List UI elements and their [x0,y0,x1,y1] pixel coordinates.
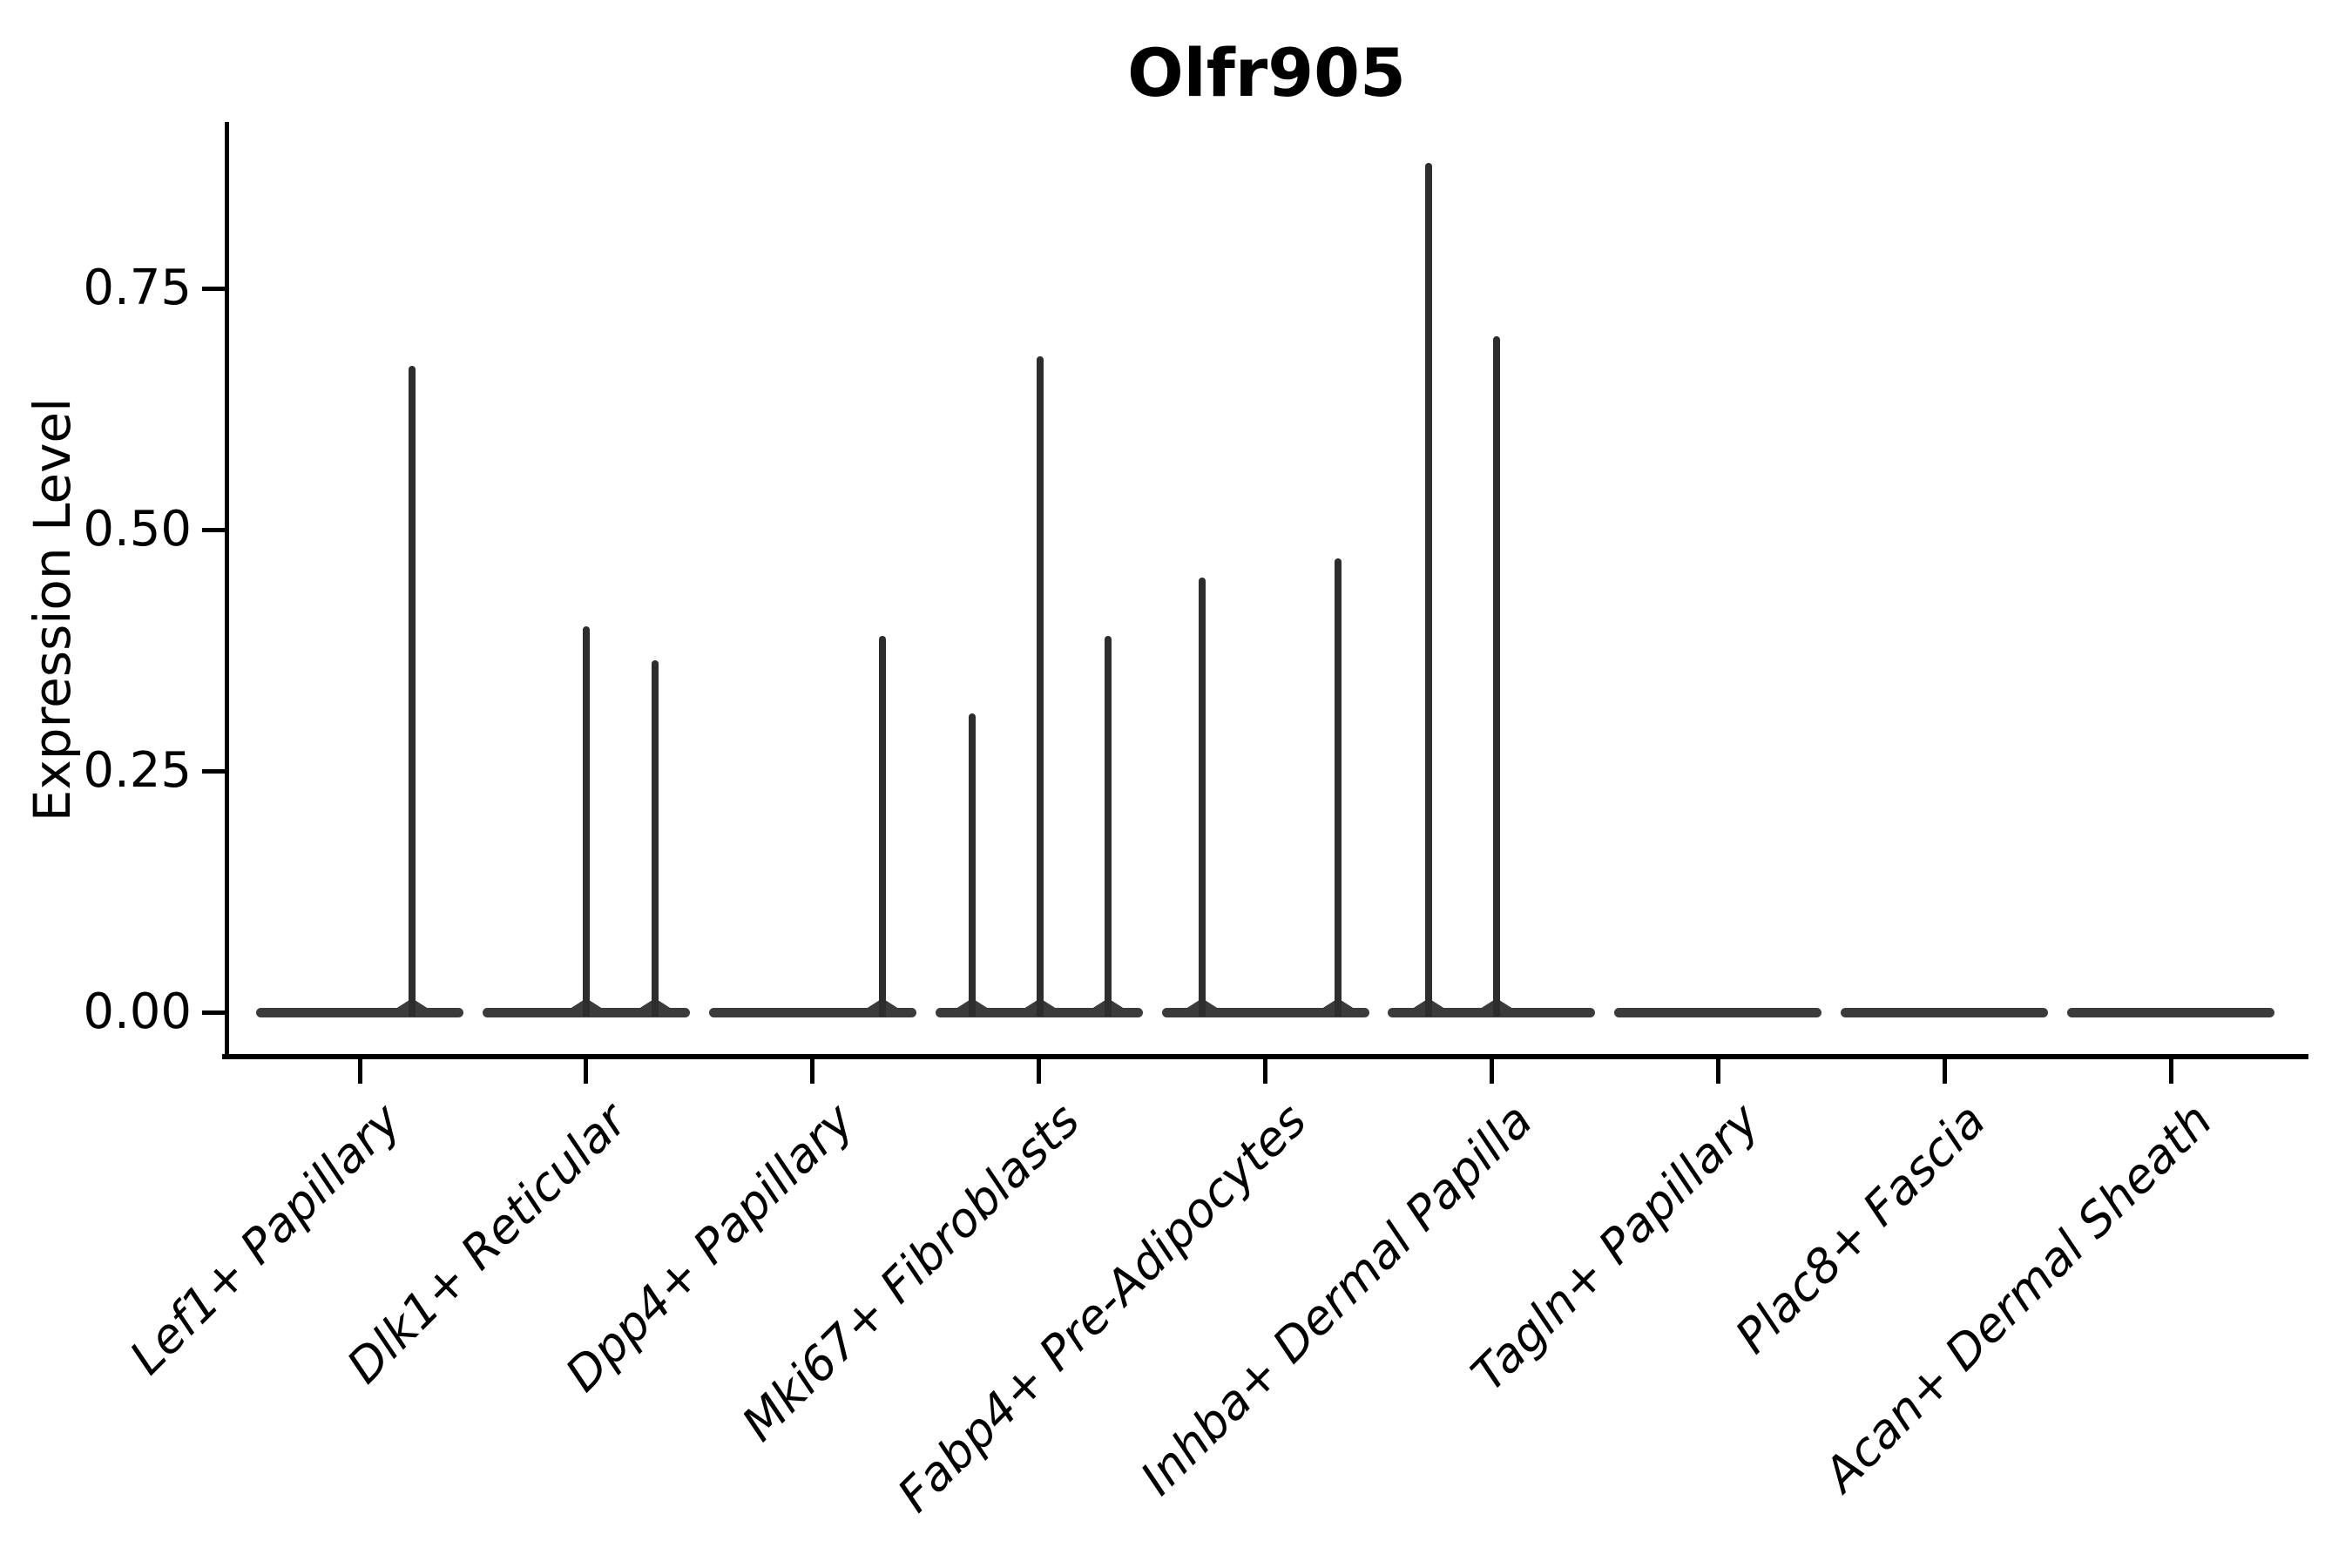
y-axis-spine [225,122,229,1059]
violin-baseline [1388,1008,1596,1017]
violin-spike [878,635,886,1017]
y-tick-mark [202,286,225,291]
violin-spike [409,365,416,1017]
y-tick-mark [202,527,225,532]
violin-spike [1425,162,1433,1017]
y-tick-label: 0.25 [83,742,192,799]
x-tick-mark [810,1059,815,1084]
x-tick-mark [1037,1059,1042,1084]
y-tick-label: 0.00 [83,983,192,1040]
violin-spike [1036,355,1044,1017]
violin-spike [1198,578,1206,1017]
violin-baseline [1614,1008,1822,1017]
x-tick-mark [2168,1059,2173,1084]
x-axis-spine [222,1054,2308,1059]
plot-title: Olfr905 [1127,34,1406,112]
violin-baseline [256,1008,463,1017]
violin-spike [968,713,976,1017]
x-tick-mark [1715,1059,1720,1084]
y-tick-label: 0.50 [83,501,192,558]
y-tick-mark [202,768,225,774]
x-tick-mark [1263,1059,1267,1084]
violin-spike [1104,635,1112,1017]
violin-spike [582,625,590,1017]
x-tick-mark [584,1059,589,1084]
violin-baseline [708,1008,916,1017]
violin-spike [1493,336,1501,1017]
violin-baseline [1161,1008,1369,1017]
x-tick-mark [357,1059,362,1084]
x-tick-mark [1942,1059,1947,1084]
violin-baseline [1841,1008,2049,1017]
violin-baseline [2067,1008,2274,1017]
y-tick-label: 0.75 [83,260,192,316]
x-tick-mark [1489,1059,1494,1084]
violin-spike [651,659,659,1017]
x-tick-label: Fabp4+ Pre-Adipocytes [887,1092,1317,1523]
y-tick-mark [202,1010,225,1015]
violin-spike [1334,558,1342,1017]
x-tick-label: Acan+ Dermal Sheath [1813,1092,2223,1503]
x-tick-label: Inhba+ Dermal Papilla [1130,1092,1544,1506]
